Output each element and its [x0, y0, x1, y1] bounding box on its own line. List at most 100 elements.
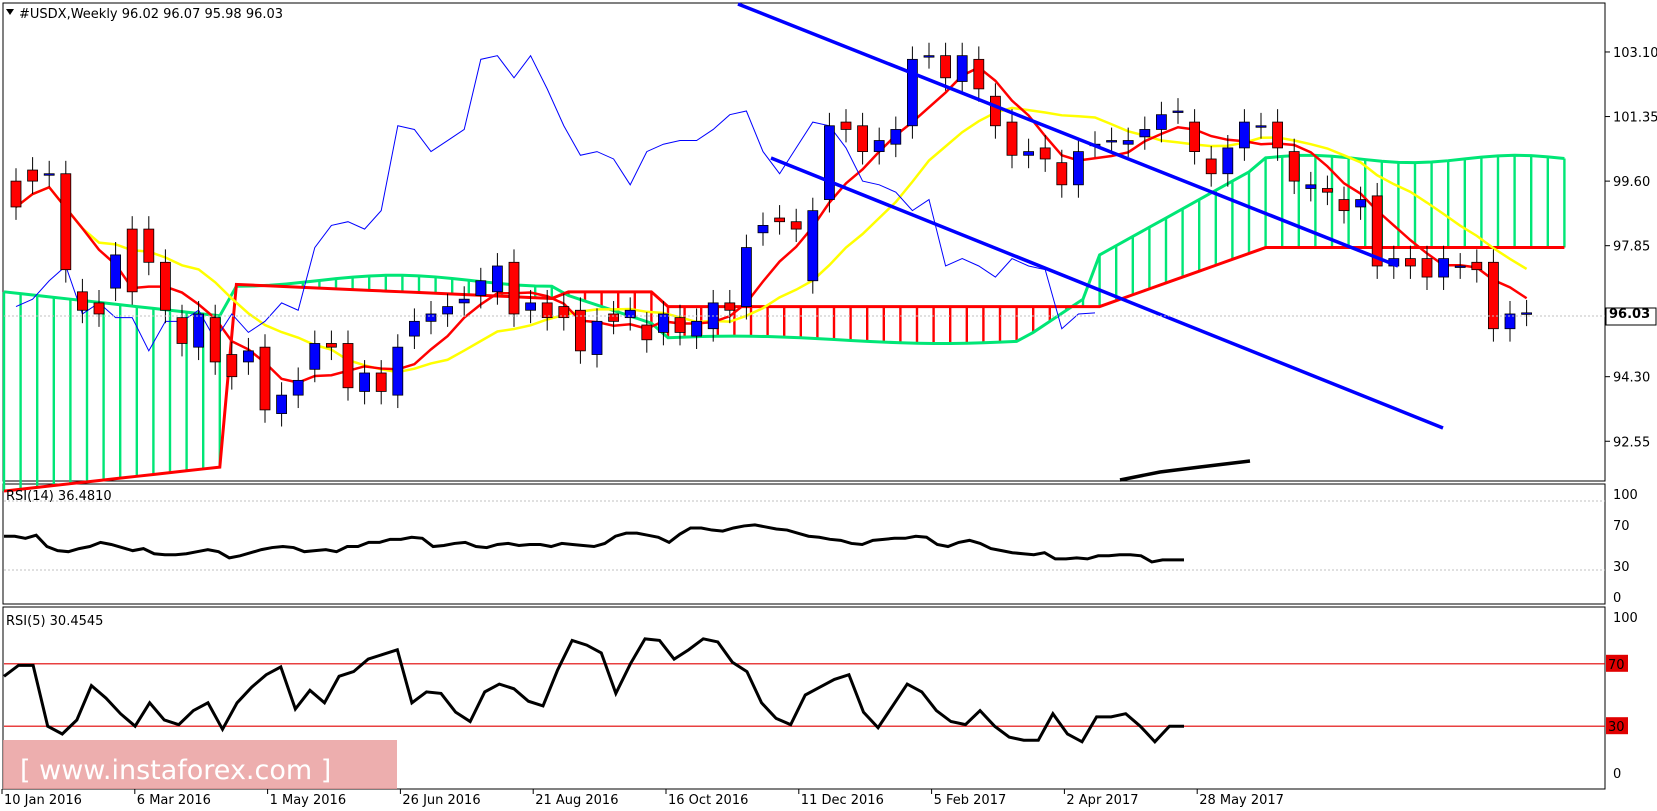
ichimoku-cloud [2, 153, 1566, 493]
bullish-candle [890, 129, 902, 145]
bearish-candle [176, 317, 188, 344]
bullish-candle [43, 173, 55, 176]
bearish-candle [674, 317, 686, 333]
bullish-candle [907, 58, 918, 127]
bearish-candle [1471, 261, 1483, 271]
price-axis: 103.10 101.35 99.60 97.85 96.03 94.30 92.55 [1605, 46, 1657, 450]
bullish-candle [276, 394, 288, 414]
bullish-candle [873, 140, 885, 152]
time-tick-label: 21 Aug 2016 [535, 793, 618, 808]
bullish-candle [475, 280, 487, 296]
rsi5-axis: 100 0 70 30 [1606, 611, 1638, 782]
rsi-tick-label: 100 [1613, 488, 1638, 503]
bullish-candle [242, 350, 254, 363]
watermark-text: [ www.instaforex.com ] [20, 755, 331, 786]
bullish-candle [193, 313, 205, 348]
time-tick-label: 1 May 2016 [270, 793, 347, 808]
bearish-candle [342, 343, 354, 389]
price-tick-label: 99.60 [1613, 175, 1650, 190]
channel-lower-line[interactable] [770, 156, 1444, 430]
time-tick-label: 5 Feb 2017 [934, 793, 1007, 808]
rsi5-title: RSI(5) 30.4545 [6, 614, 103, 629]
bullish-candle [1454, 265, 1466, 268]
bearish-candle [209, 317, 221, 363]
rsi5-level-label: 70 [1608, 658, 1625, 673]
price-tick-label: 94.30 [1613, 371, 1650, 386]
bullish-candle [807, 210, 819, 282]
moving-average-line [1119, 459, 1251, 482]
main-pane-frame [2, 2, 1606, 482]
bearish-candle [940, 55, 951, 79]
time-tick-label: 6 Mar 2016 [137, 793, 211, 808]
rsi14-axis: 100 70 30 0 [1613, 488, 1638, 606]
bearish-candle [1288, 151, 1300, 182]
time-axis: 10 Jan 2016 6 Mar 2016 1 May 2016 26 Jun 20… [1, 789, 1284, 808]
bullish-candle [442, 306, 454, 315]
symbol-label: #USDX,Weekly 96.02 96.07 95.98 96.03 [19, 7, 283, 22]
bullish-candle [1139, 129, 1151, 138]
bearish-candle [641, 324, 653, 341]
rsi14-pane-frame [2, 483, 1606, 605]
bearish-candle [990, 95, 1001, 127]
bullish-candle [408, 320, 420, 337]
bearish-candle [790, 221, 802, 230]
bearish-candle [575, 309, 586, 352]
bearish-candle [1056, 162, 1068, 186]
bearish-candle [541, 302, 553, 319]
bearish-candle [1006, 121, 1018, 156]
bearish-candle [840, 121, 852, 130]
bullish-candle [1239, 121, 1250, 149]
bearish-candle [1039, 147, 1051, 160]
price-tick-label: 97.85 [1613, 240, 1650, 255]
bearish-candle [159, 261, 171, 311]
time-tick-label: 28 May 2017 [1199, 793, 1284, 808]
candles [10, 42, 1532, 427]
bullish-candle [923, 55, 935, 58]
bearish-candle [27, 169, 39, 182]
rsi5-line [3, 637, 1184, 744]
bearish-candle [325, 343, 337, 348]
bullish-candle [1156, 114, 1167, 130]
channel-upper-line[interactable] [737, 2, 1399, 268]
rsi-tick-label: 30 [1613, 560, 1630, 575]
bearish-candle [375, 372, 387, 392]
rsi14-line [4, 523, 1184, 564]
bullish-candle [309, 343, 321, 370]
bullish-candle [458, 298, 470, 304]
bullish-candle [1023, 151, 1034, 156]
bearish-candle [508, 261, 520, 315]
bearish-candle [857, 125, 868, 152]
bearish-candle [259, 346, 271, 411]
bullish-candle [956, 55, 968, 82]
bullish-candle [658, 313, 669, 333]
bearish-candle [973, 58, 985, 90]
current-price-badge [1605, 307, 1657, 326]
bullish-candle [624, 309, 636, 319]
bullish-candle [741, 247, 752, 307]
bullish-candle [591, 320, 603, 355]
bullish-candle [824, 125, 835, 200]
bullish-candle [757, 224, 769, 234]
price-tick-label: 101.35 [1613, 111, 1657, 126]
trend-channel [737, 2, 1444, 482]
rsi5-level-label: 30 [1608, 720, 1625, 735]
bullish-candle [691, 320, 702, 337]
bearish-candle [1488, 261, 1499, 330]
rsi-tick-label: 100 [1613, 611, 1638, 626]
bullish-candle [359, 372, 371, 392]
bearish-candle [1421, 258, 1433, 278]
bullish-candle [1106, 140, 1117, 143]
bullish-candle [292, 379, 304, 396]
rsi-tick-label: 0 [1613, 767, 1621, 782]
bullish-candle [1073, 151, 1084, 186]
bearish-candle [126, 228, 138, 293]
collapse-arrow-icon[interactable] [6, 9, 14, 15]
bullish-candle [1504, 313, 1516, 330]
bearish-candle [93, 302, 105, 315]
chikou-span-line [15, 54, 1096, 352]
bullish-candle [491, 265, 503, 293]
bearish-candle [1272, 121, 1283, 149]
price-tick-label: 103.10 [1613, 46, 1657, 61]
bearish-candle [77, 291, 88, 311]
ichimoku-lines [15, 54, 1528, 384]
